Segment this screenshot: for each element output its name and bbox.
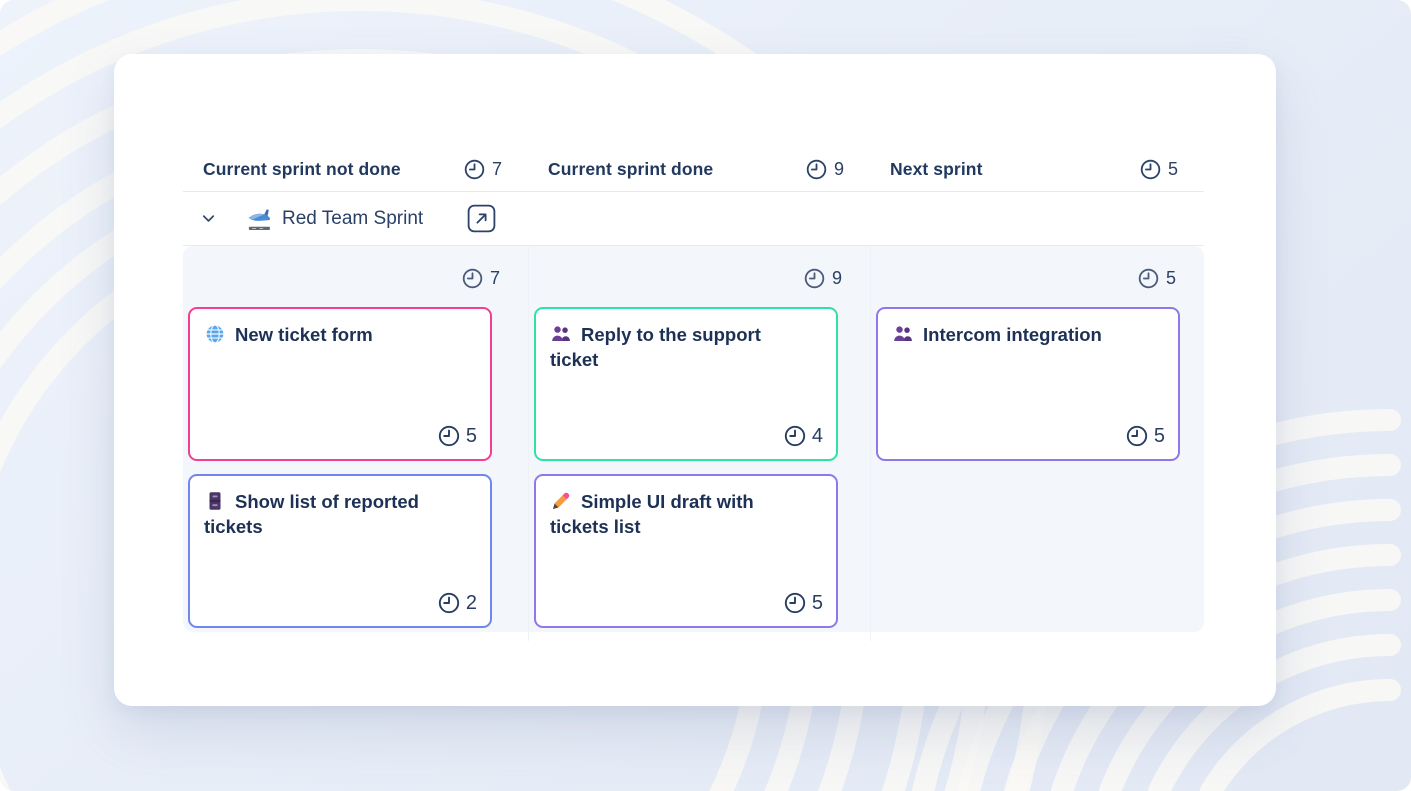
column-header-next-sprint: Next sprint 5 (870, 148, 1204, 191)
estimate-value: 9 (833, 159, 844, 179)
column-estimate: 9 (529, 264, 870, 292)
card-estimate: 4 (783, 424, 823, 448)
board-column-next-sprint: 5 (870, 246, 1204, 641)
ticket-card[interactable]: Intercom integration 5 (876, 307, 1180, 461)
ticket-card[interactable]: New ticket form 5 (188, 307, 492, 461)
card-title: Simple UI draft with tickets list (536, 476, 836, 539)
clock-icon (1140, 159, 1161, 180)
board-column-not-done: 7 New ticket form (183, 246, 528, 641)
estimate-value: 5 (811, 591, 823, 614)
card-title: Intercom integration (878, 309, 1178, 347)
estimate-value: 7 (491, 159, 502, 179)
estimate-value: 5 (1167, 159, 1178, 179)
clock-icon (784, 425, 806, 447)
ticket-card[interactable]: Simple UI draft with tickets list 5 (534, 474, 838, 628)
clock-icon (1138, 268, 1159, 288)
estimate-value: 9 (831, 267, 842, 288)
estimate-value: 5 (1165, 267, 1176, 288)
column-label: Current sprint done (548, 159, 714, 179)
column-label: Next sprint (890, 159, 983, 179)
card-title-text: Reply to the support ticket (550, 324, 761, 370)
ticket-card[interactable]: Reply to the support ticket 4 (534, 307, 838, 461)
estimate-value: 4 (811, 424, 823, 447)
card-title: New ticket form (190, 309, 490, 347)
clock-icon (438, 425, 460, 447)
estimate-value: 2 (465, 591, 477, 614)
card-title: Reply to the support ticket (536, 309, 836, 372)
column-label: Current sprint not done (203, 159, 401, 179)
sprint-name: Red Team Sprint (282, 207, 424, 229)
sprint-row: Red Team Sprint (183, 192, 1204, 246)
chevron-down-icon[interactable] (199, 209, 218, 228)
card-title-text: Intercom integration (923, 324, 1102, 345)
card-estimate: 5 (1125, 424, 1165, 448)
column-header-done: Current sprint done 9 (528, 148, 870, 191)
column-estimate: 7 (463, 158, 502, 181)
card-title-text: New ticket form (235, 324, 373, 345)
column-estimate: 7 (183, 264, 528, 292)
card-estimate: 5 (437, 424, 477, 448)
sprint-board-panel: Current sprint not done 7 Current sprint… (114, 54, 1276, 706)
card-estimate: 2 (437, 591, 477, 615)
people-icon (894, 326, 912, 341)
column-header-not-done: Current sprint not done 7 (183, 148, 528, 191)
clock-icon (784, 592, 806, 614)
estimate-value: 5 (465, 424, 477, 447)
airplane-departure-icon (248, 209, 271, 230)
clock-icon (1126, 425, 1148, 447)
external-link-icon[interactable] (467, 204, 496, 233)
card-title-text: Show list of reported tickets (204, 491, 419, 537)
estimate-value: 5 (1153, 424, 1165, 447)
estimate-value: 7 (489, 267, 500, 288)
column-estimate: 5 (871, 264, 1204, 292)
column-estimate: 5 (1139, 158, 1178, 181)
board-column-done: 9 (528, 246, 870, 641)
kanban-board: 7 New ticket form (183, 246, 1204, 641)
ticket-card[interactable]: Show list of reported tickets 2 (188, 474, 492, 628)
card-estimate: 5 (783, 591, 823, 615)
people-icon (552, 326, 570, 341)
clock-icon (464, 159, 485, 180)
file-cabinet-icon (209, 492, 221, 510)
clock-icon (438, 592, 460, 614)
clock-icon (462, 268, 483, 288)
globe-icon (205, 324, 225, 344)
column-headers-row: Current sprint not done 7 Current sprint… (183, 148, 1204, 192)
card-title: Show list of reported tickets (190, 476, 490, 539)
clock-icon (804, 268, 825, 288)
clock-icon (806, 159, 827, 180)
column-estimate: 9 (805, 158, 844, 181)
panel-content: Current sprint not done 7 Current sprint… (183, 54, 1204, 706)
pencil-icon (552, 492, 570, 510)
card-title-text: Simple UI draft with tickets list (550, 491, 754, 537)
